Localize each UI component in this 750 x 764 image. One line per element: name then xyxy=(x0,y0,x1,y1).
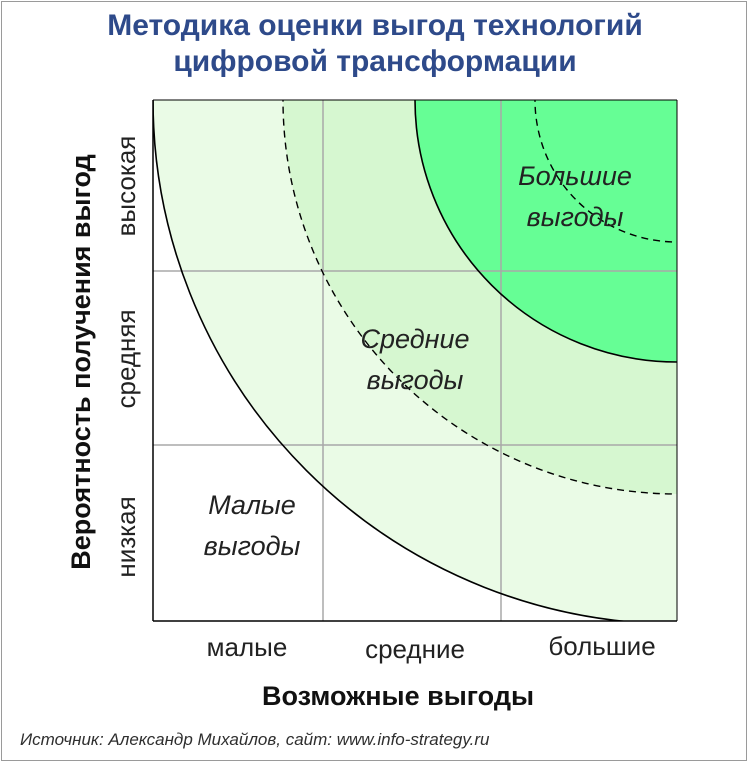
zone-areas xyxy=(153,100,677,621)
title-line-2: цифровой трансформации xyxy=(173,45,577,78)
zone-medium-label-line2: выгоды xyxy=(367,365,464,395)
grid-lines xyxy=(153,100,677,621)
zone-large-label-line1: Большие xyxy=(518,161,632,191)
zone-inner-area xyxy=(415,100,677,362)
diagram-title: Методика оценки выгод технологий цифрово… xyxy=(0,8,750,80)
x-tick-medium: средние xyxy=(365,634,465,664)
zone-small-label-line2: выгоды xyxy=(204,531,301,561)
y-axis-title: Вероятность получения выгод xyxy=(66,154,96,570)
x-axis-title: Возможные выгоды xyxy=(262,681,534,711)
zone-small-label-line1: Малые xyxy=(208,490,296,520)
zone-large-label-line2: выгоды xyxy=(527,202,624,232)
title-line-1: Методика оценки выгод технологий xyxy=(107,9,643,42)
zone-medium-label-line1: Средние xyxy=(360,324,469,354)
source-credit: Источник: Александр Михайлов, сайт: www.… xyxy=(20,730,490,749)
x-tick-small: малые xyxy=(207,632,288,662)
y-tick-high: высокая xyxy=(111,136,141,237)
y-tick-low: низкая xyxy=(111,496,141,577)
x-tick-large: большие xyxy=(548,631,655,661)
y-tick-medium: средняя xyxy=(111,309,141,408)
